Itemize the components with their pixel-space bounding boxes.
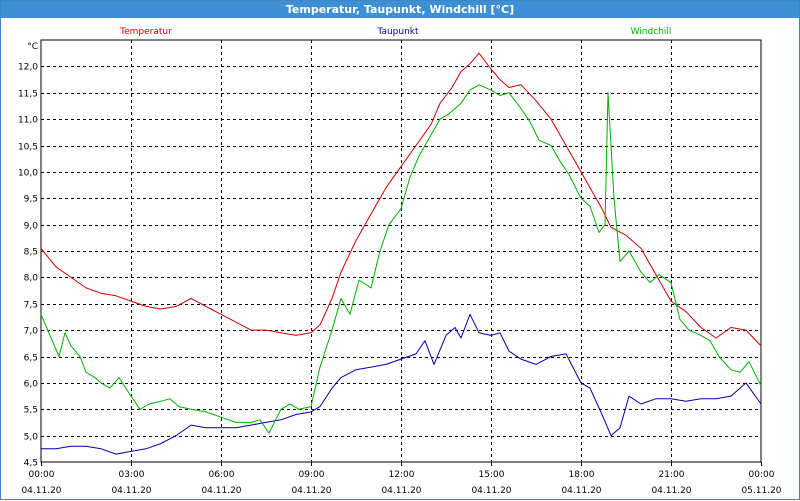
y-tick-label: 5,5 — [24, 406, 38, 416]
y-tick-label: 10,5 — [18, 143, 38, 153]
y-axis-ticks: 4,5 5,0 5,5 6,0 6,5 7,0 7,5 8,0 8,5 9,0 9,5 10,0 10,… — [18, 63, 38, 469]
x-tick-time: 18:00 — [569, 470, 595, 480]
y-tick-label: 12,0 — [18, 63, 38, 73]
y-axis-unit-label: °C — [27, 42, 38, 52]
series-temperatur — [40, 52, 762, 347]
legend-temperatur: Temperatur — [119, 27, 172, 37]
x-tick-date: 04.11.20 — [111, 486, 151, 496]
chart-grid — [40, 39, 762, 466]
y-tick-label: 9,0 — [24, 222, 39, 232]
x-tick-time: 00:00 — [749, 470, 775, 480]
y-tick-label: 10,0 — [18, 169, 38, 179]
y-tick-label: 11,0 — [18, 116, 38, 126]
x-tick-date: 04.11.20 — [291, 486, 331, 496]
x-tick-time: 15:00 — [479, 470, 505, 480]
chart-legend: Temperatur Taupunkt Windchill — [119, 27, 671, 37]
y-tick-label: 8,5 — [24, 248, 38, 258]
y-tick-label: 11,5 — [18, 90, 38, 100]
x-tick-date: 05.11.20 — [741, 486, 781, 496]
x-tick-time: 06:00 — [209, 470, 235, 480]
series-windchill — [40, 84, 762, 434]
series-taupunkt — [41, 313, 762, 455]
x-tick-time: 12:00 — [389, 470, 415, 480]
x-tick-time: 03:00 — [119, 470, 145, 480]
x-tick-time: 00:00 — [29, 470, 55, 480]
x-tick-date: 04.11.20 — [201, 486, 241, 496]
x-tick-time: 09:00 — [299, 470, 325, 480]
series-lines — [40, 52, 762, 455]
y-tick-label: 9,5 — [24, 195, 38, 205]
y-tick-label: 6,0 — [24, 380, 39, 390]
x-tick-date: 04.11.20 — [561, 486, 601, 496]
x-tick-time: 21:00 — [659, 470, 685, 480]
x-tick-date: 04.11.20 — [381, 486, 421, 496]
y-tick-label: 4,5 — [24, 459, 38, 469]
y-tick-label: 5,0 — [24, 433, 39, 443]
y-tick-label: 8,0 — [24, 274, 39, 284]
x-tick-date: 04.11.20 — [651, 486, 691, 496]
legend-taupunkt: Taupunkt — [376, 27, 419, 37]
x-tick-date: 04.11.20 — [471, 486, 511, 496]
x-tick-date: 04.11.20 — [21, 486, 61, 496]
y-tick-label: 6,5 — [24, 354, 38, 364]
y-tick-label: 7,5 — [24, 301, 38, 311]
window-title: Temperatur, Taupunkt, Windchill [°C] — [1, 1, 799, 18]
x-axis-ticks: 00:00 04.11.20 03:00 04.11.20 06:00 04.11.20 0… — [21, 470, 781, 496]
legend-windchill: Windchill — [631, 27, 672, 37]
y-tick-label: 7,0 — [24, 327, 39, 337]
